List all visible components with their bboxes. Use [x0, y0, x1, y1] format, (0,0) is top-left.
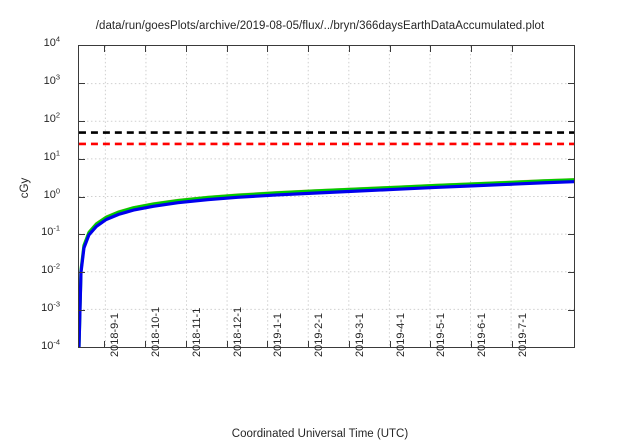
y-tick-mark — [78, 196, 85, 198]
x-tick-label: 2019-2-1 — [313, 312, 326, 357]
y-tick-mark — [78, 158, 85, 160]
y-tick-mark — [568, 120, 575, 122]
y-tick-label: 101 — [43, 147, 60, 163]
y-tick-mark — [568, 272, 575, 274]
x-tick-mark — [185, 45, 187, 52]
x-tick-mark — [471, 45, 473, 52]
x-tick-mark — [226, 341, 228, 348]
y-tick-mark — [568, 234, 575, 236]
data-series — [79, 178, 574, 347]
x-tick-label: 2019-4-1 — [394, 312, 407, 357]
x-tick-label: 2019-6-1 — [476, 312, 489, 357]
x-tick-label: 2018-10-1 — [150, 306, 163, 357]
x-tick-mark — [430, 341, 432, 348]
y-tick-label: 104 — [43, 34, 60, 49]
x-tick-mark — [267, 45, 269, 52]
gridlines — [79, 46, 574, 347]
x-tick-mark — [308, 341, 310, 348]
x-tick-label: 2019-7-1 — [516, 312, 529, 357]
y-tick-mark — [78, 310, 85, 312]
x-tick-mark — [389, 45, 391, 52]
plot-area — [78, 45, 575, 348]
y-tick-label: 100 — [43, 185, 60, 201]
y-tick-label: 10-4 — [41, 337, 60, 352]
y-tick-label: 102 — [43, 110, 60, 125]
x-tick-mark — [145, 341, 147, 348]
x-tick-label: 2018-9-1 — [109, 312, 122, 357]
chart-title: /data/run/goesPlots/archive/2019-08-05/f… — [95, 20, 545, 32]
x-tick-mark — [308, 45, 310, 52]
y-tick-mark — [78, 272, 85, 274]
y-tick-mark — [78, 120, 85, 122]
x-tick-mark — [348, 341, 350, 348]
x-axis-title: Coordinated Universal Time (UTC) — [231, 428, 409, 440]
x-tick-mark — [348, 45, 350, 52]
x-tick-mark — [145, 45, 147, 52]
x-tick-mark — [389, 341, 391, 348]
x-tick-mark — [226, 45, 228, 52]
x-tick-label: 2019-1-1 — [272, 312, 285, 357]
x-tick-mark — [511, 45, 513, 52]
x-tick-mark — [430, 45, 432, 52]
y-tick-mark — [78, 82, 85, 84]
x-tick-label: 2018-11-1 — [190, 307, 203, 357]
y-tick-mark — [568, 310, 575, 312]
y-tick-mark — [568, 196, 575, 198]
x-tick-mark — [511, 341, 513, 348]
x-tick-mark — [267, 341, 269, 348]
y-tick-mark — [568, 158, 575, 160]
y-tick-label: 10-2 — [41, 261, 60, 277]
y-tick-label: 103 — [43, 72, 60, 87]
x-tick-mark — [185, 341, 187, 348]
x-tick-label: 2018-12-1 — [231, 306, 244, 357]
x-tick-mark — [104, 341, 106, 348]
y-tick-label: 10-1 — [41, 223, 60, 239]
threshold-lines — [79, 131, 574, 146]
x-tick-label: 2019-3-1 — [353, 312, 366, 357]
x-tick-mark — [471, 341, 473, 348]
y-tick-label: 10-3 — [41, 299, 60, 315]
y-tick-mark — [568, 82, 575, 84]
y-tick-mark — [78, 234, 85, 236]
x-tick-label: 2019-5-1 — [435, 312, 448, 357]
x-tick-mark — [104, 45, 106, 52]
